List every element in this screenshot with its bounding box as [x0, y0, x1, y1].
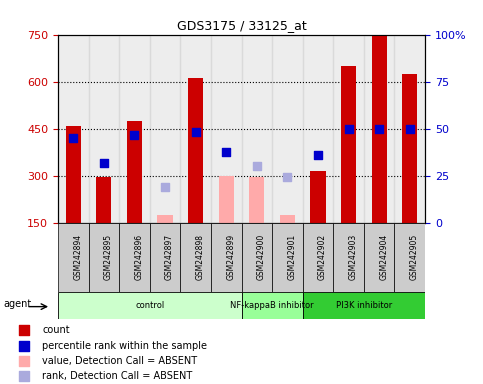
Bar: [333, 35, 364, 223]
Text: GSM242901: GSM242901: [287, 234, 297, 280]
Text: agent: agent: [3, 299, 31, 309]
Text: percentile rank within the sample: percentile rank within the sample: [42, 341, 207, 351]
Text: GSM242897: GSM242897: [165, 234, 174, 280]
Point: [375, 126, 383, 132]
Point: [20, 358, 28, 364]
Point: [100, 160, 108, 166]
Bar: [395, 35, 425, 223]
Text: PI3K inhibitor: PI3K inhibitor: [336, 301, 392, 310]
Text: rank, Detection Call = ABSENT: rank, Detection Call = ABSENT: [42, 371, 192, 381]
Bar: [303, 35, 333, 223]
Bar: [272, 35, 303, 223]
Bar: [311, 171, 326, 223]
Bar: [180, 223, 211, 292]
Bar: [341, 66, 356, 223]
Bar: [180, 35, 211, 223]
Bar: [211, 35, 242, 223]
Bar: [58, 292, 242, 319]
Point: [20, 327, 28, 333]
Text: GDS3175 / 33125_at: GDS3175 / 33125_at: [177, 19, 306, 32]
Text: GSM242895: GSM242895: [104, 234, 113, 280]
Point: [192, 129, 199, 135]
Bar: [58, 35, 88, 223]
Bar: [395, 223, 425, 292]
Point: [130, 132, 138, 138]
Bar: [242, 292, 303, 319]
Text: GSM242894: GSM242894: [73, 234, 82, 280]
Bar: [66, 126, 81, 223]
Bar: [303, 292, 425, 319]
Text: GSM242899: GSM242899: [226, 234, 235, 280]
Bar: [157, 215, 173, 223]
Bar: [119, 35, 150, 223]
Bar: [150, 223, 180, 292]
Bar: [364, 35, 395, 223]
Bar: [219, 176, 234, 223]
Point: [345, 126, 353, 132]
Text: NF-kappaB inhibitor: NF-kappaB inhibitor: [230, 301, 314, 310]
Point: [253, 163, 261, 169]
Text: GSM242902: GSM242902: [318, 234, 327, 280]
Bar: [371, 35, 387, 223]
Text: value, Detection Call = ABSENT: value, Detection Call = ABSENT: [42, 356, 197, 366]
Point: [70, 135, 77, 141]
Text: GSM242896: GSM242896: [134, 234, 143, 280]
Bar: [303, 223, 333, 292]
Bar: [211, 223, 242, 292]
Point: [20, 373, 28, 379]
Bar: [150, 35, 180, 223]
Bar: [127, 121, 142, 223]
Bar: [242, 223, 272, 292]
Text: GSM242898: GSM242898: [196, 234, 205, 280]
Point: [161, 184, 169, 190]
Point: [20, 343, 28, 349]
Bar: [96, 177, 112, 223]
Bar: [119, 223, 150, 292]
Bar: [364, 223, 395, 292]
Bar: [188, 78, 203, 223]
Text: GSM242905: GSM242905: [410, 234, 419, 280]
Bar: [402, 74, 417, 223]
Point: [222, 149, 230, 155]
Point: [406, 126, 413, 132]
Text: control: control: [135, 301, 164, 310]
Text: GSM242900: GSM242900: [257, 234, 266, 280]
Point: [284, 174, 291, 180]
Bar: [333, 223, 364, 292]
Bar: [249, 177, 265, 223]
Point: [314, 152, 322, 158]
Bar: [88, 223, 119, 292]
Text: count: count: [42, 325, 70, 335]
Bar: [242, 35, 272, 223]
Text: GSM242903: GSM242903: [349, 234, 357, 280]
Bar: [58, 223, 88, 292]
Bar: [88, 35, 119, 223]
Bar: [272, 223, 303, 292]
Bar: [280, 215, 295, 223]
Text: GSM242904: GSM242904: [379, 234, 388, 280]
